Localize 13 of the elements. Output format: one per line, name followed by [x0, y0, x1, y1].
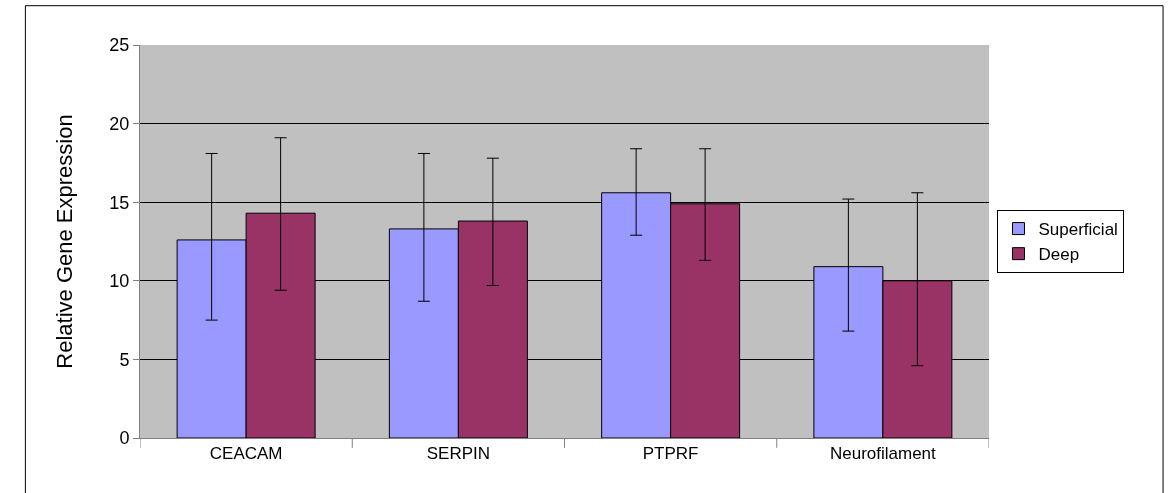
legend-label: Superficial: [1038, 220, 1118, 240]
y-tick-label: 5: [119, 349, 130, 370]
y-tick-label: 20: [109, 113, 130, 134]
y-tick-label: 0: [119, 428, 130, 449]
x-tick-label: Neurofilament: [829, 444, 937, 464]
x-tick-label: CEACAM: [209, 444, 283, 464]
y-tick-label: 15: [109, 192, 130, 213]
x-tick-label: PTPRF: [642, 444, 699, 464]
y-axis-title: Relative Gene Expression: [52, 114, 78, 369]
x-tick-label: SERPIN: [426, 444, 491, 464]
y-tick-label: 25: [109, 35, 130, 56]
legend-label: Deep: [1038, 245, 1080, 265]
y-tick-label: 10: [109, 271, 130, 292]
